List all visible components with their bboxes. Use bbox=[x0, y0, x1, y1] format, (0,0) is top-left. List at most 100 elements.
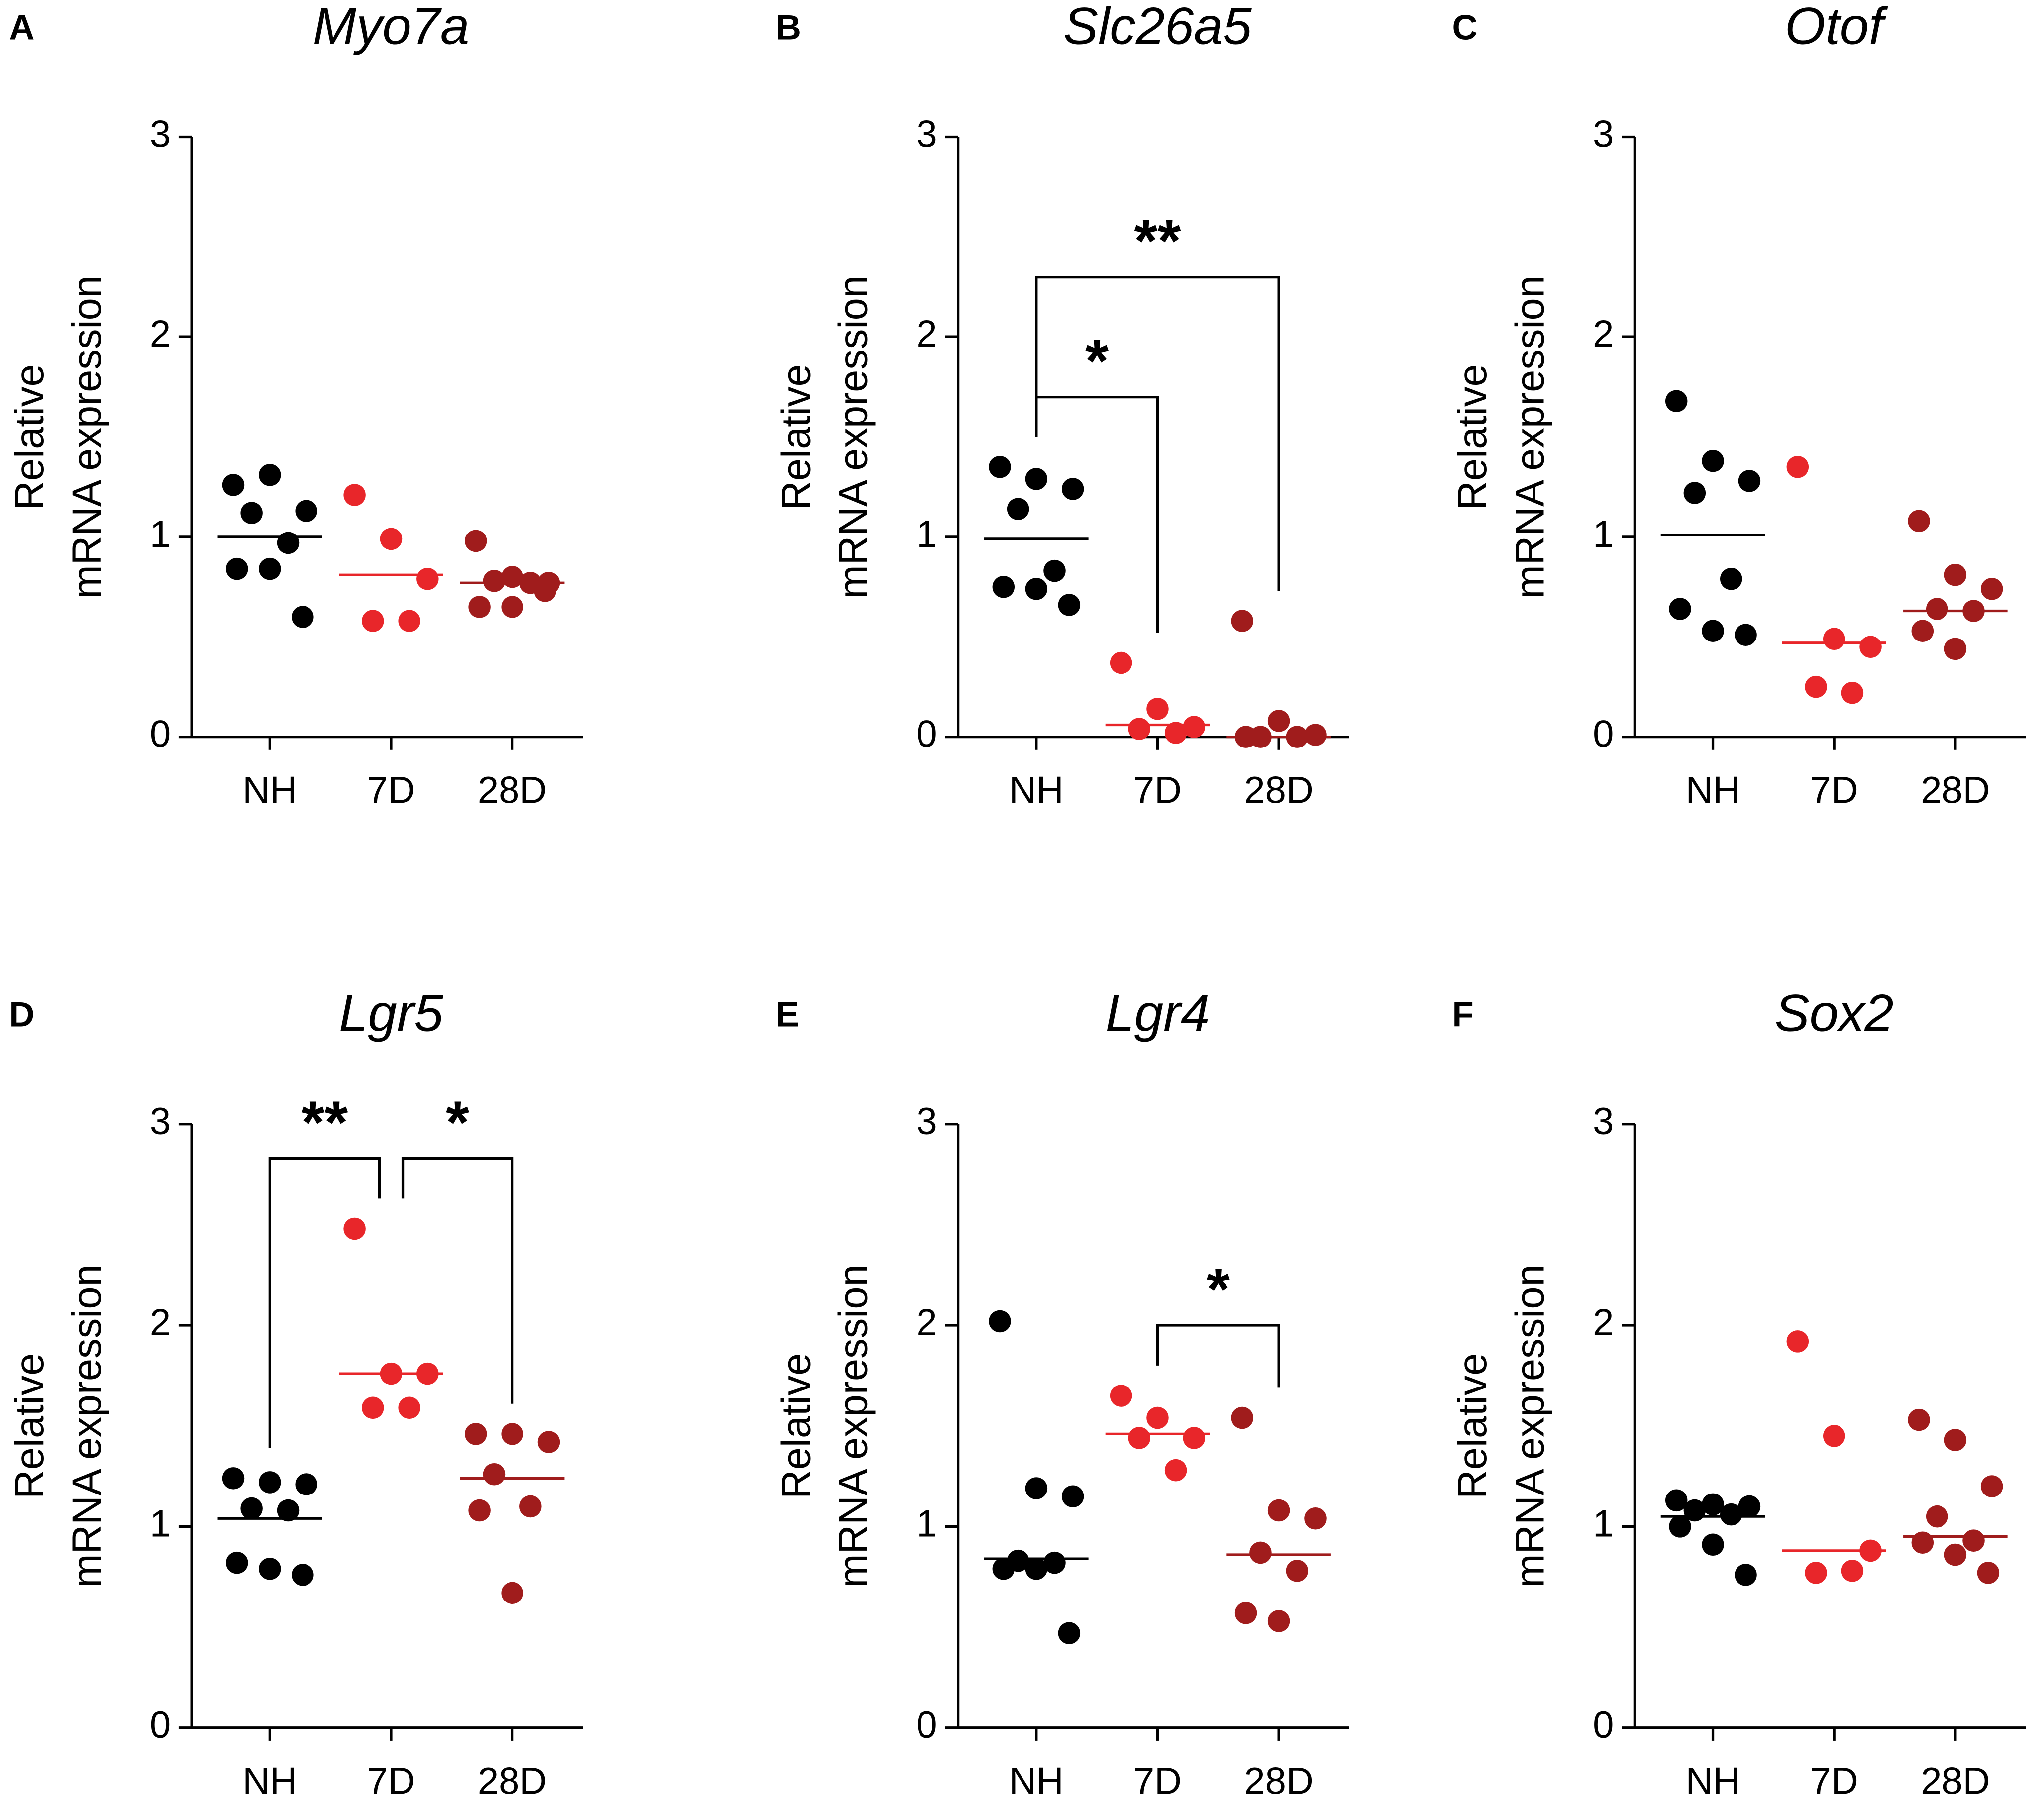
y-axis-label: Relative bbox=[773, 1353, 818, 1499]
y-tick-label: 3 bbox=[1593, 113, 1614, 156]
data-point bbox=[519, 1495, 542, 1518]
data-point bbox=[343, 484, 366, 506]
y-axis-label: mRNA expression bbox=[831, 1264, 876, 1588]
data-point bbox=[1823, 628, 1845, 650]
data-point bbox=[464, 530, 487, 552]
data-point bbox=[1977, 1562, 2000, 1584]
data-point bbox=[380, 528, 403, 550]
y-tick-label: 3 bbox=[1593, 1100, 1614, 1143]
data-point bbox=[1061, 478, 1084, 500]
y-axis-label: mRNA expression bbox=[1507, 275, 1552, 599]
data-point bbox=[259, 557, 281, 580]
x-tick-label: 7D bbox=[1810, 769, 1858, 811]
panel: B Slc26a5 Relative mRNA expression 0 1 2 3 NH 7D 2… bbox=[773, 0, 1349, 811]
data-point bbox=[1128, 1427, 1151, 1449]
y-axis-label: mRNA expression bbox=[64, 1264, 109, 1588]
data-point bbox=[1025, 1558, 1048, 1580]
data-point bbox=[1110, 651, 1132, 674]
significance-label: ** bbox=[301, 1088, 348, 1156]
panel-letter: C bbox=[1452, 7, 1478, 47]
data-point bbox=[1128, 718, 1151, 740]
data-point bbox=[277, 532, 300, 554]
panel: A Myo7a Relative mRNA expression 0 1 2 3 NH 7D 28D bbox=[7, 0, 583, 811]
significance-label: * bbox=[1207, 1256, 1230, 1323]
data-point bbox=[343, 1217, 366, 1240]
data-point bbox=[1183, 1427, 1206, 1449]
data-point bbox=[398, 1396, 420, 1419]
data-point bbox=[1702, 449, 1724, 472]
data-point bbox=[534, 580, 556, 602]
x-tick-label: 28D bbox=[478, 1760, 547, 1802]
significance-label: * bbox=[1085, 327, 1109, 395]
x-tick-label: NH bbox=[242, 1760, 297, 1802]
y-axis-label: mRNA expression bbox=[64, 275, 109, 599]
data-point bbox=[1665, 390, 1688, 412]
data-point bbox=[464, 1423, 487, 1445]
data-point bbox=[1665, 1489, 1688, 1512]
data-point bbox=[1234, 1601, 1257, 1624]
y-tick-label: 0 bbox=[1593, 713, 1614, 755]
data-point bbox=[1926, 1505, 1948, 1528]
data-point bbox=[1683, 482, 1706, 504]
data-point bbox=[1980, 1475, 2003, 1497]
y-tick-label: 2 bbox=[916, 1301, 937, 1344]
data-point bbox=[1043, 559, 1066, 582]
significance-label: ** bbox=[1134, 208, 1181, 275]
data-point bbox=[1805, 1562, 1827, 1584]
data-point bbox=[1058, 594, 1081, 616]
y-axis-label: Relative bbox=[773, 364, 818, 510]
chart-title: Lgr4 bbox=[1106, 984, 1210, 1043]
data-point bbox=[1738, 470, 1761, 492]
x-tick-label: 7D bbox=[1810, 1760, 1858, 1802]
data-point bbox=[1911, 1531, 1934, 1554]
data-point bbox=[259, 464, 281, 486]
y-tick-label: 1 bbox=[916, 513, 937, 555]
data-point bbox=[1786, 456, 1809, 478]
y-axis-label: mRNA expression bbox=[1507, 1264, 1552, 1588]
data-point bbox=[1944, 563, 1967, 586]
data-point bbox=[468, 596, 491, 618]
data-point bbox=[1669, 598, 1691, 620]
data-point bbox=[989, 1310, 1011, 1333]
data-point bbox=[1146, 1406, 1169, 1429]
chart-title: Myo7a bbox=[313, 0, 470, 55]
data-point bbox=[992, 1558, 1015, 1580]
panel: C Otof Relative mRNA expression 0 1 2 3 NH 7D 28D bbox=[1450, 0, 2026, 811]
data-point bbox=[1304, 724, 1327, 746]
data-point bbox=[1304, 1507, 1327, 1530]
x-tick-label: NH bbox=[242, 769, 297, 811]
y-tick-label: 1 bbox=[150, 1502, 171, 1545]
data-point bbox=[1908, 1408, 1930, 1431]
y-axis-label: Relative bbox=[7, 364, 52, 510]
data-point bbox=[1962, 1529, 1985, 1552]
x-tick-label: NH bbox=[1009, 769, 1064, 811]
data-point bbox=[226, 557, 248, 580]
y-tick-label: 0 bbox=[916, 1704, 937, 1746]
data-point bbox=[1944, 1429, 1967, 1451]
data-point bbox=[989, 456, 1011, 478]
panel-letter: B bbox=[776, 7, 801, 47]
y-tick-label: 0 bbox=[916, 713, 937, 755]
y-tick-label: 2 bbox=[150, 1301, 171, 1344]
significance-bracket bbox=[1156, 1324, 1280, 1388]
chart-title: Sox2 bbox=[1775, 984, 1894, 1043]
data-point bbox=[1267, 710, 1290, 732]
y-tick-label: 1 bbox=[1593, 1502, 1614, 1545]
panel: F Sox2 Relative mRNA expression 0 1 2 3 NH 7D 28D bbox=[1450, 984, 2026, 1802]
panel-letter: F bbox=[1452, 995, 1474, 1034]
data-point bbox=[277, 1499, 300, 1522]
data-point bbox=[1911, 620, 1934, 642]
y-tick-label: 1 bbox=[916, 1502, 937, 1545]
x-tick-label: 28D bbox=[478, 769, 547, 811]
y-tick-label: 2 bbox=[1593, 313, 1614, 355]
data-point bbox=[1249, 1541, 1272, 1564]
chart-title: Slc26a5 bbox=[1063, 0, 1252, 55]
significance-bracket bbox=[1035, 396, 1159, 633]
x-tick-label: 7D bbox=[367, 1760, 415, 1802]
data-point bbox=[222, 474, 245, 496]
x-tick-label: 28D bbox=[1244, 1760, 1313, 1802]
data-point bbox=[1110, 1385, 1132, 1407]
y-axis-label: Relative bbox=[1450, 1353, 1495, 1499]
data-point bbox=[240, 502, 263, 524]
panel: D Lgr5 Relative mRNA expression 0 1 2 3 NH 7D 28D *… bbox=[7, 984, 583, 1802]
